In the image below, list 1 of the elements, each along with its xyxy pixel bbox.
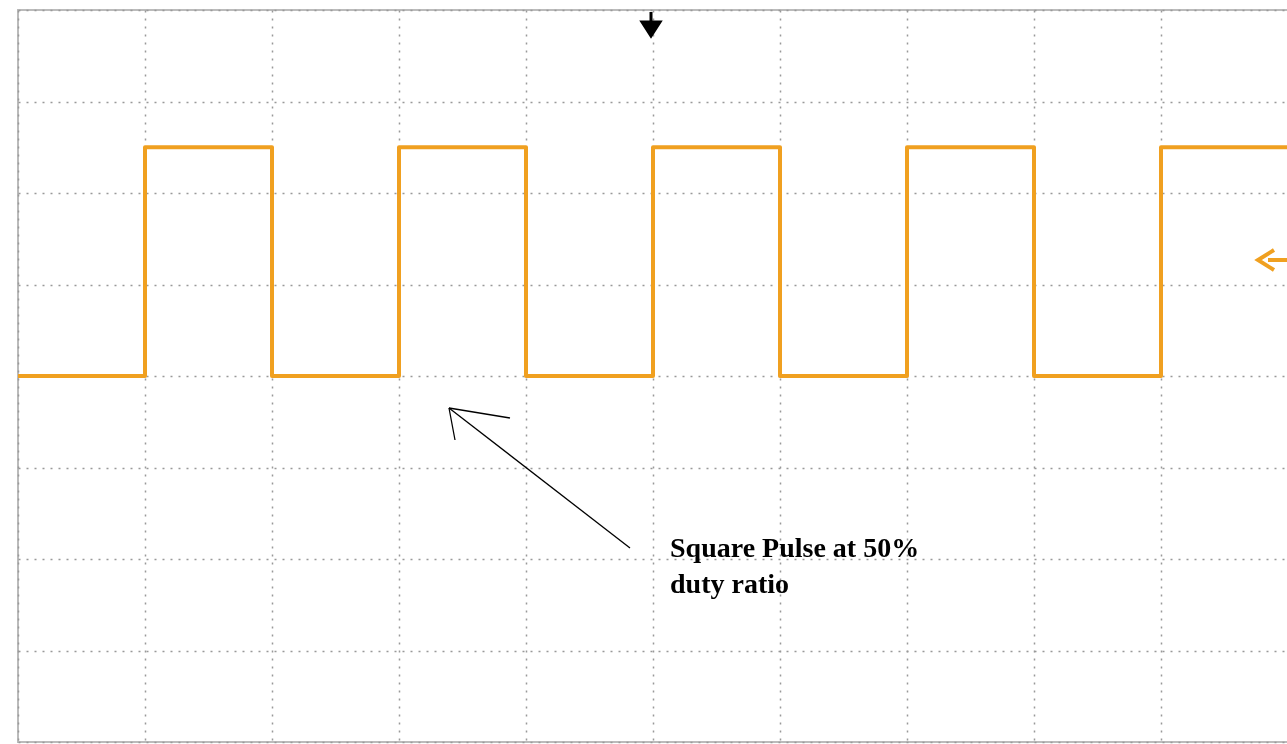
text: Square Pulse at 50% duty ratio [670, 531, 921, 601]
